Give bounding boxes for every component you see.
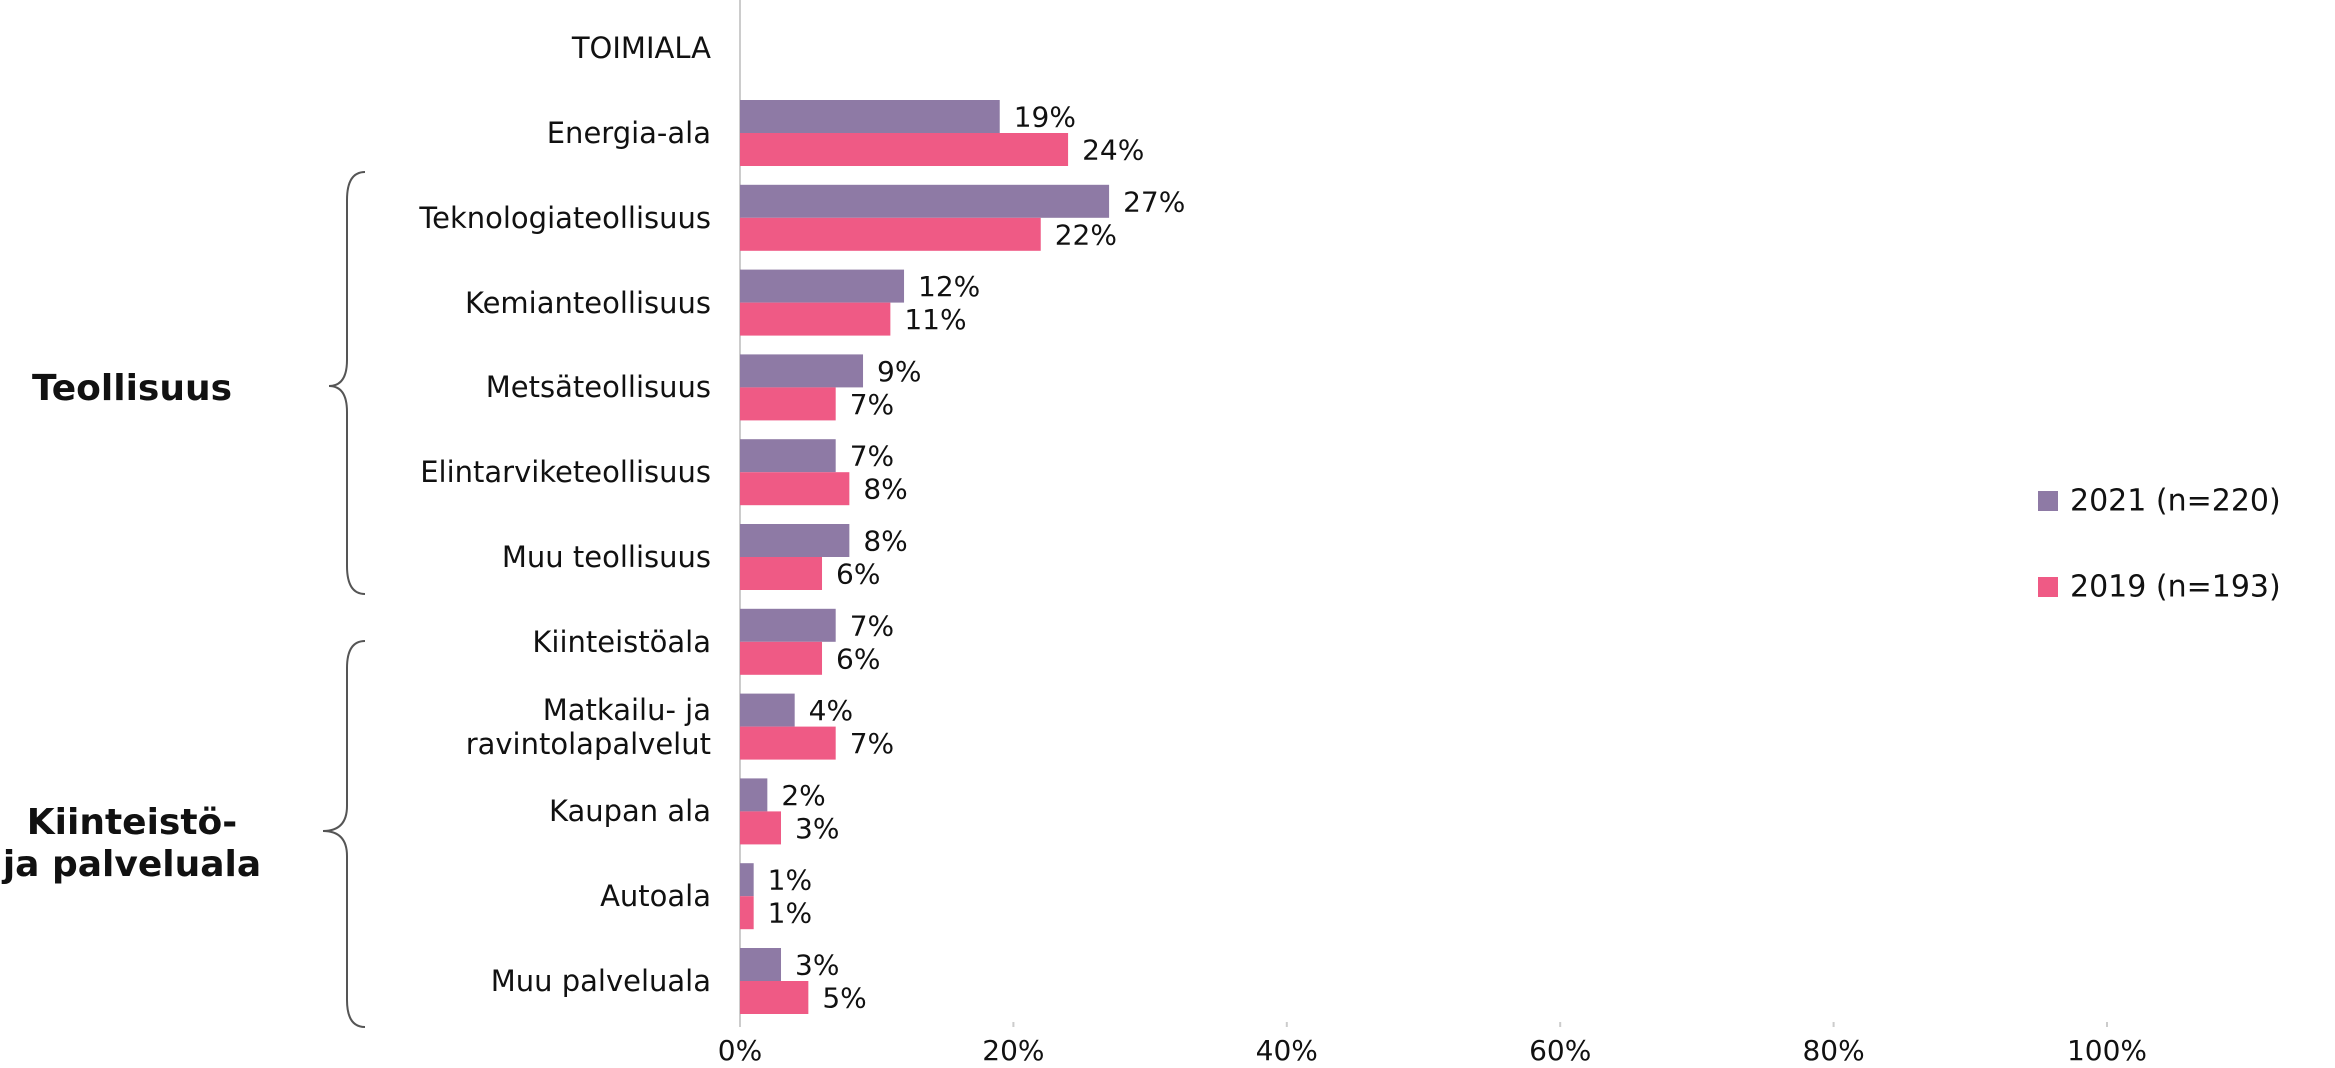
category-label: Metsäteollisuus xyxy=(485,370,711,405)
category-label: Elintarviketeollisuus xyxy=(420,455,711,490)
x-tick-label: 100% xyxy=(2067,1034,2147,1067)
bar xyxy=(740,778,768,812)
data-label: 8% xyxy=(863,473,907,506)
bar xyxy=(740,269,905,303)
bar xyxy=(740,524,850,557)
category-label: Autoala xyxy=(600,879,711,914)
data-label: 6% xyxy=(836,642,880,675)
data-label: 3% xyxy=(795,812,839,845)
data-label: 8% xyxy=(863,525,907,558)
bar xyxy=(740,981,809,1014)
x-tick-label: 60% xyxy=(1529,1034,1591,1067)
data-label: 7% xyxy=(850,609,894,642)
bar xyxy=(740,184,1110,218)
bar xyxy=(740,948,782,981)
brace xyxy=(328,171,366,595)
data-label: 19% xyxy=(1014,101,1076,134)
data-label: 11% xyxy=(904,303,966,336)
data-label: 7% xyxy=(850,727,894,760)
data-label: 27% xyxy=(1123,185,1185,218)
bar xyxy=(740,896,754,930)
data-label: 12% xyxy=(918,270,980,303)
data-label: 22% xyxy=(1055,218,1117,251)
bar xyxy=(740,863,754,897)
group-label: Kiinteistö- ja palveluala xyxy=(2,802,262,885)
category-label: Muu teollisuus xyxy=(501,540,711,574)
data-label: 1% xyxy=(768,897,812,930)
x-tick-label: 80% xyxy=(1802,1034,1864,1067)
bar xyxy=(740,472,850,506)
category-label: Kiinteistöala xyxy=(532,624,711,659)
bar xyxy=(740,557,823,590)
data-label: 5% xyxy=(822,982,866,1015)
category-label: Muu palveluala xyxy=(490,964,711,998)
bar xyxy=(740,693,795,727)
bar xyxy=(740,726,836,760)
bar xyxy=(740,387,836,421)
category-label: Kemianteollisuus xyxy=(465,285,711,320)
data-label: 3% xyxy=(795,949,839,982)
legend-label: 2021 (n=220) xyxy=(2070,484,2281,519)
data-label: 2% xyxy=(781,779,825,812)
bar xyxy=(740,439,836,473)
bar xyxy=(740,641,823,675)
category-label: Kaupan ala xyxy=(548,794,711,829)
x-tick-label: 20% xyxy=(982,1034,1044,1067)
data-label: 24% xyxy=(1082,134,1144,167)
x-tick-label: 40% xyxy=(1256,1034,1318,1067)
data-label: 7% xyxy=(850,440,894,473)
data-label: 9% xyxy=(877,355,921,388)
brace xyxy=(322,640,366,1028)
bar xyxy=(740,133,1069,166)
data-label: 1% xyxy=(768,864,812,897)
bar xyxy=(740,811,782,845)
legend-swatch xyxy=(2038,577,2058,597)
bar xyxy=(740,354,864,388)
data-label: 4% xyxy=(809,694,853,727)
bar xyxy=(740,100,1000,133)
bar xyxy=(740,608,836,642)
category-label: Energia-ala xyxy=(546,116,711,150)
x-tick-label: 0% xyxy=(718,1034,762,1067)
bar xyxy=(740,302,891,336)
bar xyxy=(740,217,1041,251)
data-label: 7% xyxy=(850,388,894,421)
category-label: Matkailu- ja ravintolapalvelut xyxy=(465,692,711,761)
legend-swatch xyxy=(2038,491,2058,511)
legend-label: 2019 (n=193) xyxy=(2070,570,2281,605)
group-label: Teollisuus xyxy=(31,368,233,409)
category-label: Teknologiateollisuus xyxy=(419,200,711,235)
data-label: 6% xyxy=(836,558,880,591)
header: TOIMIALA xyxy=(571,31,711,65)
